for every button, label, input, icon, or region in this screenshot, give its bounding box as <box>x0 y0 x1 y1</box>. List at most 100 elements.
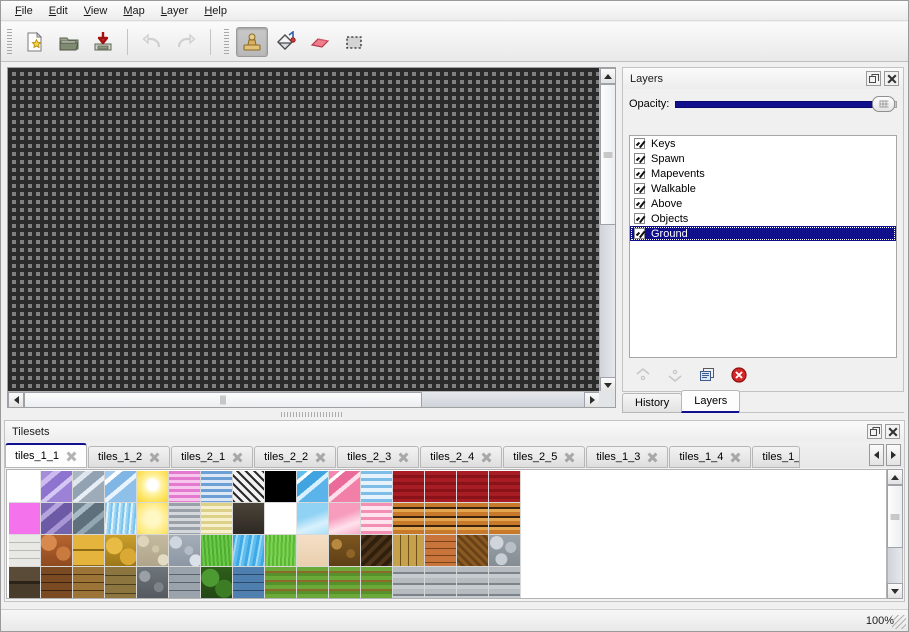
tile-cell[interactable] <box>457 503 489 535</box>
tile-cell[interactable] <box>297 535 329 567</box>
tileset-scroll-down-button[interactable] <box>887 583 903 599</box>
tile-cell[interactable] <box>265 471 297 503</box>
layer-row-ground[interactable]: Ground <box>630 226 896 241</box>
menu-map[interactable]: Map <box>123 4 145 17</box>
close-icon[interactable] <box>730 452 741 463</box>
tile-cell[interactable] <box>137 567 169 598</box>
new-map-button[interactable] <box>19 27 51 57</box>
redo-button[interactable] <box>170 27 202 57</box>
close-icon[interactable] <box>564 452 575 463</box>
bucket-fill-tool-button[interactable] <box>270 27 302 57</box>
tile-cell[interactable] <box>361 535 393 567</box>
tile-cell[interactable] <box>393 567 425 598</box>
tile-cell[interactable] <box>9 471 41 503</box>
menu-help[interactable]: Help <box>204 4 227 17</box>
eraser-tool-button[interactable] <box>304 27 336 57</box>
layer-visibility-checkbox[interactable] <box>634 138 645 149</box>
undo-button[interactable] <box>136 27 168 57</box>
tile-cell[interactable] <box>9 503 41 535</box>
tile-cell[interactable] <box>105 503 137 535</box>
tile-cell[interactable] <box>73 503 105 535</box>
map-scroll-up-button[interactable] <box>600 68 615 84</box>
tileset-tab-tiles_2_4[interactable]: tiles_2_4 <box>420 446 503 468</box>
tileset-tab-tiles_1_3[interactable]: tiles_1_3 <box>586 446 669 468</box>
layer-visibility-checkbox[interactable] <box>634 213 645 224</box>
tile-cell[interactable] <box>457 535 489 567</box>
tileset-tabs-scroll-left-button[interactable] <box>869 444 884 466</box>
tile-cell[interactable] <box>489 503 521 535</box>
tile-cell[interactable] <box>201 503 233 535</box>
tile-cell[interactable] <box>297 471 329 503</box>
tile-cell[interactable] <box>425 471 457 503</box>
stamp-tool-button[interactable] <box>236 26 268 57</box>
tile-cell[interactable] <box>489 471 521 503</box>
menu-view[interactable]: View <box>83 4 108 17</box>
tile-cell[interactable] <box>137 503 169 535</box>
layer-row-keys[interactable]: Keys <box>630 136 896 151</box>
tileset-tab-tiles_2_3[interactable]: tiles_2_3 <box>337 446 420 468</box>
slider-handle[interactable] <box>872 96 896 112</box>
tile-cell[interactable] <box>361 567 393 598</box>
layer-row-objects[interactable]: Objects <box>630 211 896 226</box>
tile-cell[interactable] <box>233 471 265 503</box>
map-horizontal-scroll-thumb[interactable] <box>24 392 422 407</box>
tile-cell[interactable] <box>169 567 201 598</box>
map-viewport[interactable] <box>8 68 600 392</box>
tile-cell[interactable] <box>169 503 201 535</box>
tile-cell[interactable] <box>329 535 361 567</box>
tile-cell[interactable] <box>265 503 297 535</box>
close-icon[interactable] <box>232 452 243 463</box>
tileset-tab-tiles_1_2[interactable]: tiles_1_2 <box>88 446 171 468</box>
tab-layers[interactable]: Layers <box>681 390 741 413</box>
tileset-tab-tiles_2_1[interactable]: tiles_2_1 <box>171 446 254 468</box>
tile-cell[interactable] <box>201 535 233 567</box>
save-map-button[interactable] <box>87 27 119 57</box>
tile-cell[interactable] <box>201 567 233 598</box>
tile-cell[interactable] <box>393 503 425 535</box>
tileset-tab-tiles_1_5[interactable]: tiles_1_ <box>752 446 801 468</box>
layer-visibility-checkbox[interactable] <box>634 198 645 209</box>
tile-cell[interactable] <box>265 567 297 598</box>
tile-cell[interactable] <box>73 535 105 567</box>
close-icon[interactable] <box>66 451 77 462</box>
tile-cell[interactable] <box>233 567 265 598</box>
tools-drag-handle[interactable] <box>223 28 231 55</box>
tile-cell[interactable] <box>489 535 521 567</box>
tile-cell[interactable] <box>105 567 137 598</box>
close-icon[interactable] <box>398 452 409 463</box>
move-layer-up-button[interactable] <box>629 363 657 387</box>
tile-cell[interactable] <box>169 535 201 567</box>
layer-opacity-slider[interactable] <box>675 96 897 112</box>
tile-cell[interactable] <box>73 567 105 598</box>
duplicate-layer-button[interactable] <box>693 363 721 387</box>
layer-row-mapevents[interactable]: Mapevents <box>630 166 896 181</box>
tile-cell[interactable] <box>329 471 361 503</box>
tile-cell[interactable] <box>233 535 265 567</box>
map-scroll-left-button[interactable] <box>8 392 24 407</box>
tile-cell[interactable] <box>489 567 521 598</box>
close-icon[interactable] <box>481 452 492 463</box>
tileset-scroll-up-button[interactable] <box>887 469 903 485</box>
tile-cell[interactable] <box>41 471 73 503</box>
tile-cell[interactable] <box>201 471 233 503</box>
layer-visibility-checkbox[interactable] <box>634 228 645 239</box>
layer-visibility-checkbox[interactable] <box>634 168 645 179</box>
layer-visibility-checkbox[interactable] <box>634 153 645 164</box>
map-vertical-scroll-thumb[interactable] <box>600 84 615 225</box>
close-icon[interactable] <box>315 452 326 463</box>
tileset-scroll-thumb[interactable] <box>887 485 903 548</box>
tile-cell[interactable] <box>297 503 329 535</box>
tile-cell[interactable] <box>265 535 297 567</box>
delete-layer-button[interactable] <box>725 363 753 387</box>
rectangle-select-tool-button[interactable] <box>338 27 370 57</box>
tile-cell[interactable] <box>361 471 393 503</box>
menu-file[interactable]: File <box>15 4 33 17</box>
tile-cell[interactable] <box>361 503 393 535</box>
tileset-tab-tiles_1_4[interactable]: tiles_1_4 <box>669 446 752 468</box>
tile-cell[interactable] <box>41 503 73 535</box>
tile-cell[interactable] <box>297 567 329 598</box>
layers-undock-button[interactable] <box>866 71 881 86</box>
tile-cell[interactable] <box>329 503 361 535</box>
tileset-tab-tiles_1_1[interactable]: tiles_1_1 <box>5 443 88 468</box>
tile-cell[interactable] <box>425 535 457 567</box>
